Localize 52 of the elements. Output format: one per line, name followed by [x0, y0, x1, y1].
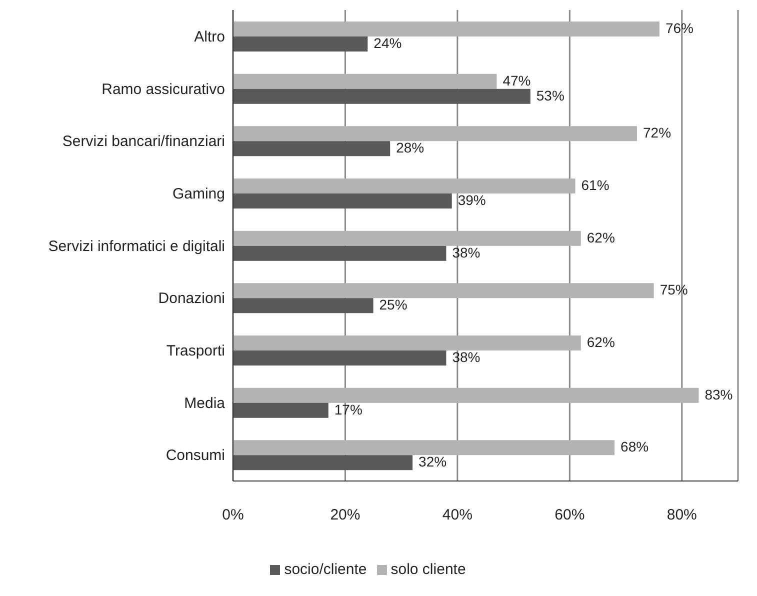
- data-label: 53%: [536, 87, 564, 104]
- y-tick-label: Servizi informatici e digitali: [48, 238, 225, 255]
- data-label: 72%: [643, 124, 672, 141]
- bar: [233, 388, 699, 403]
- bar: [233, 455, 413, 470]
- data-label: 62%: [586, 334, 615, 350]
- legend-label: solo cliente: [390, 561, 466, 578]
- bar: [233, 141, 390, 156]
- y-tick-label: Ramo assicurativo: [102, 80, 225, 98]
- data-label: 17%: [334, 401, 362, 418]
- bar: [233, 350, 446, 366]
- x-tick-label: 60%: [554, 506, 585, 524]
- data-label: 38%: [452, 349, 480, 366]
- bar: [233, 336, 581, 351]
- bar: [233, 283, 654, 298]
- bar: [233, 126, 637, 142]
- bar: [233, 22, 660, 37]
- data-label: 25%: [379, 296, 408, 313]
- data-label: 38%: [452, 244, 480, 260]
- bar: [233, 246, 446, 261]
- data-label: 24%: [374, 35, 402, 52]
- bar: [233, 298, 374, 314]
- data-label: 32%: [418, 454, 447, 470]
- y-tick-label: Media: [184, 394, 226, 412]
- data-label: 76%: [665, 20, 694, 36]
- bar: [233, 88, 530, 104]
- data-label: 47%: [502, 72, 531, 88]
- bar: [233, 402, 328, 418]
- data-label: 39%: [458, 192, 486, 208]
- x-tick-label: 80%: [666, 506, 697, 524]
- x-tick-label: 0%: [222, 506, 244, 524]
- legend-label: socio/cliente: [284, 561, 367, 578]
- bar: [233, 194, 452, 209]
- y-tick-label: Altro: [194, 28, 225, 46]
- x-tick-label: 40%: [442, 506, 472, 524]
- data-label: 28%: [396, 140, 424, 156]
- bar: [233, 230, 581, 246]
- y-tick-label: Gaming: [172, 185, 225, 202]
- bar: [233, 74, 497, 89]
- y-tick-label: Servizi bancari/finanziari: [62, 133, 225, 150]
- data-label: 83%: [704, 386, 733, 402]
- data-label: 68%: [620, 438, 649, 455]
- bar: [233, 440, 615, 456]
- bar: [233, 178, 576, 194]
- x-tick-label: 20%: [330, 506, 360, 524]
- y-tick-label: Consumi: [166, 447, 225, 464]
- bar: [233, 36, 368, 52]
- y-tick-label: Trasporti: [166, 342, 225, 360]
- data-label: 61%: [581, 177, 610, 194]
- y-tick-label: Donazioni: [158, 290, 225, 308]
- data-label: 75%: [660, 282, 688, 298]
- data-label: 62%: [586, 229, 615, 246]
